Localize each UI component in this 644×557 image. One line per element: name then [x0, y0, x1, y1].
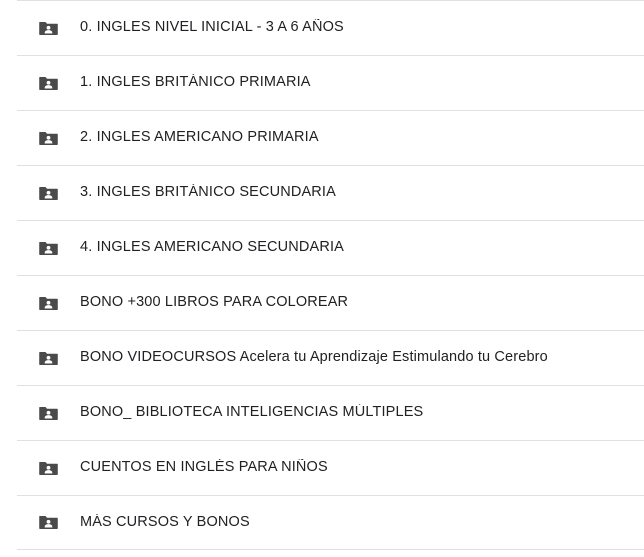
- folder-list-item[interactable]: CUENTOS EN INGLÉS PARA NIÑOS: [17, 440, 644, 495]
- shared-folder-icon: [39, 131, 58, 145]
- shared-folder-icon: [39, 241, 58, 255]
- folder-list-item-label: BONO +300 LIBROS PARA COLOREAR: [80, 294, 349, 311]
- folder-list-item[interactable]: BONO VIDEOCURSOS Acelera tu Aprendizaje …: [17, 330, 644, 385]
- folder-list-item[interactable]: 3. INGLES BRITÁNICO SECUNDARIA: [17, 165, 644, 220]
- folder-list-item-label: BONO VIDEOCURSOS Acelera tu Aprendizaje …: [80, 349, 548, 366]
- shared-folder-icon: [39, 21, 58, 35]
- folder-list-item[interactable]: MÁS CURSOS Y BONOS: [17, 495, 644, 550]
- folder-list-item[interactable]: BONO +300 LIBROS PARA COLOREAR: [17, 275, 644, 330]
- folder-list-item[interactable]: 1. INGLES BRITÁNICO PRIMARIA: [17, 55, 644, 110]
- folder-list-item-label: 0. INGLES NIVEL INICIAL - 3 A 6 AÑOS: [80, 19, 344, 36]
- folder-list-item-label: MÁS CURSOS Y BONOS: [80, 513, 250, 530]
- folder-list-item-label: 1. INGLES BRITÁNICO PRIMARIA: [80, 74, 311, 91]
- folder-list-item-label: 2. INGLES AMERICANO PRIMARIA: [80, 129, 319, 146]
- folder-list-item[interactable]: 0. INGLES NIVEL INICIAL - 3 A 6 AÑOS: [17, 0, 644, 55]
- shared-folder-icon: [39, 516, 58, 529]
- shared-folder-icon: [39, 76, 58, 90]
- shared-folder-icon: [39, 461, 58, 475]
- shared-folder-icon: [39, 406, 58, 420]
- folder-list-item[interactable]: 2. INGLES AMERICANO PRIMARIA: [17, 110, 644, 165]
- shared-folder-icon: [39, 296, 58, 310]
- folder-list-item-label: 3. INGLES BRITÁNICO SECUNDARIA: [80, 184, 336, 201]
- folder-list-item[interactable]: 4. INGLES AMERICANO SECUNDARIA: [17, 220, 644, 275]
- shared-folder-icon: [39, 351, 58, 365]
- folder-list-item[interactable]: BONO_ BIBLIOTECA INTELIGENCIAS MÚLTIPLES: [17, 385, 644, 440]
- shared-folder-icon: [39, 186, 58, 200]
- folder-list-item-label: CUENTOS EN INGLÉS PARA NIÑOS: [80, 459, 328, 476]
- folder-list-item-label: 4. INGLES AMERICANO SECUNDARIA: [80, 239, 344, 256]
- folder-list-item-label: BONO_ BIBLIOTECA INTELIGENCIAS MÚLTIPLES: [80, 404, 424, 421]
